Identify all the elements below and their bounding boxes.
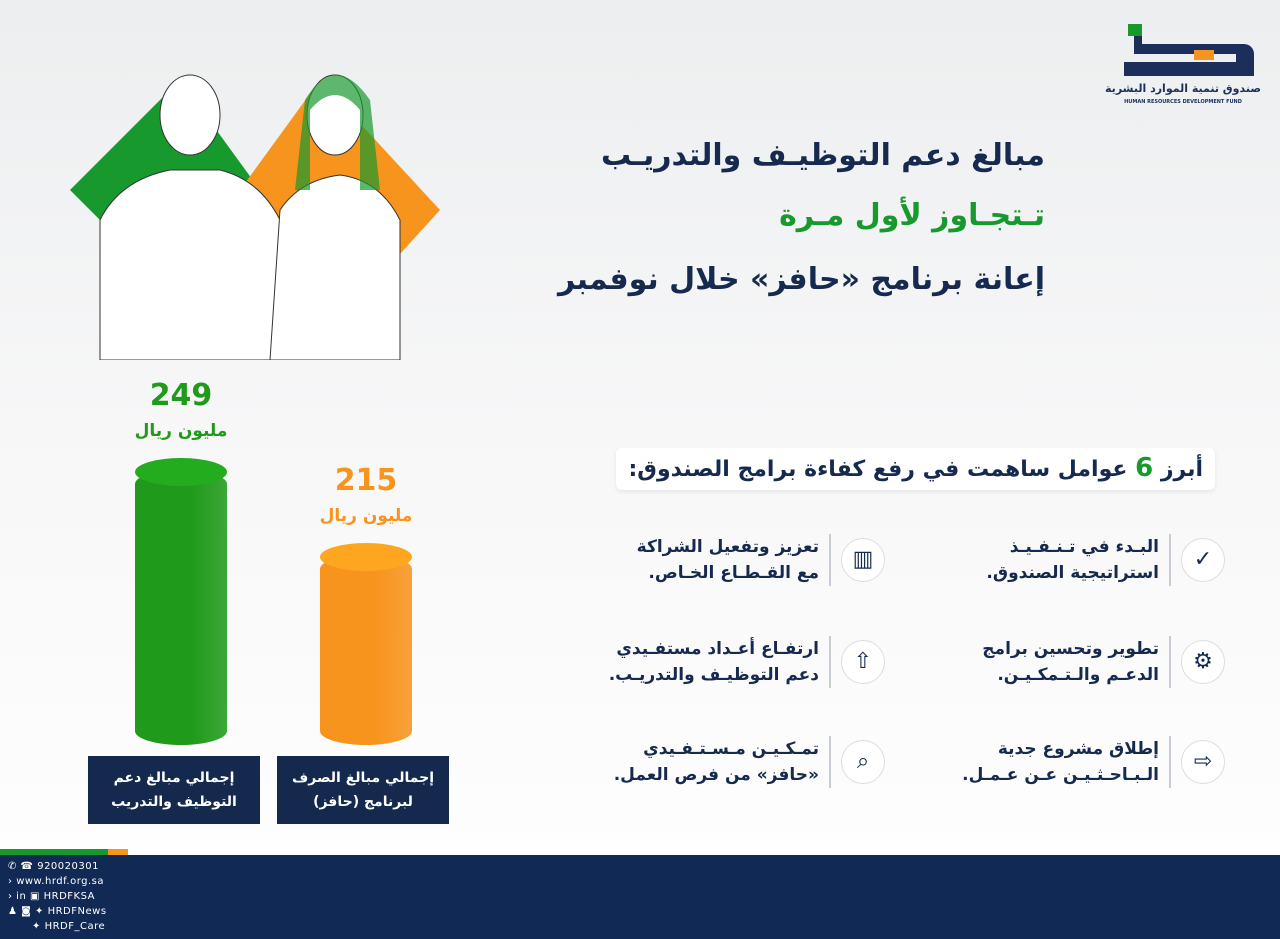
factors-heading-pre: أبرز bbox=[1160, 457, 1203, 482]
divider bbox=[1169, 736, 1171, 788]
title-line-2: تـتجـاوز لأول مـرة bbox=[779, 198, 1045, 233]
hrdf-logo bbox=[1124, 24, 1254, 76]
handle-hrdfnews[interactable]: HRDFNews bbox=[47, 906, 107, 917]
factors-heading: أبرز 6 عوامل ساهمت في رفع كفاءة برامج ال… bbox=[616, 448, 1215, 490]
bar-0 bbox=[135, 470, 227, 745]
handle-hrdfcare[interactable]: HRDF_Care bbox=[44, 921, 106, 932]
phone-number: 920020301 bbox=[37, 861, 99, 872]
divider bbox=[829, 636, 831, 688]
arrow-right-icon: ⇨ bbox=[1181, 740, 1225, 784]
buildings-icon: ▥ bbox=[841, 538, 885, 582]
factors-count: 6 bbox=[1135, 453, 1154, 483]
website-link[interactable]: www.hrdf.org.sa bbox=[16, 876, 104, 887]
category-label-1: إجمالي مبالغ الصرف لبرنامج (حافز) bbox=[277, 756, 449, 824]
divider bbox=[829, 736, 831, 788]
handle-hrdfksa[interactable]: HRDFKSA bbox=[43, 891, 95, 902]
bar-top-1 bbox=[320, 543, 412, 571]
social-row-2: ♟ ◙ ✦ HRDFNews bbox=[8, 905, 107, 918]
logo-english: HUMAN RESOURCES DEVELOPMENT FUND bbox=[1124, 99, 1242, 105]
factor-item: ✓ البـدء في تـنـفـيـذ استراتيجية الصندوق… bbox=[900, 530, 1225, 590]
factor-text: إطلاق مشروع جدية الـبـاحـثـيـن عـن عـمـل… bbox=[962, 739, 1159, 785]
unit-label-0: مليون ريال bbox=[134, 421, 228, 441]
factor-item: ⚙ تطوير وتحسين برامج الدعـم والـتـمكـيـن… bbox=[900, 632, 1225, 692]
divider bbox=[1169, 534, 1171, 586]
check-circle-icon: ✓ bbox=[1181, 538, 1225, 582]
title-line-3: إعانة برنامج «حافز» خلال نوفمبر bbox=[557, 262, 1045, 297]
phone-row: ✆ ☎ 920020301 bbox=[8, 860, 99, 873]
factor-text: تمـكـيـن مـسـتـفـيدي «حافز» من فرص العمل… bbox=[613, 739, 819, 785]
factor-text: تعزيز وتفعيل الشراكة مع القـطـاع الخـاص. bbox=[636, 537, 819, 583]
linkedin-youtube-icon: › in ▣ bbox=[8, 891, 44, 902]
logo-arabic: صندوق تنمية الموارد البشرية bbox=[1105, 82, 1261, 95]
footer-stripe-green bbox=[0, 849, 110, 855]
divider bbox=[829, 534, 831, 586]
factor-item: ⇧ ارتفـاع أعـداد مستفـيدي دعم التوظيـف و… bbox=[555, 632, 885, 692]
factors-heading-post: عوامل ساهمت في رفع كفاءة برامج الصندوق: bbox=[628, 457, 1128, 482]
divider bbox=[1169, 636, 1171, 688]
gears-icon: ⚙ bbox=[1181, 640, 1225, 684]
upload-arrow-icon: ⇧ bbox=[841, 640, 885, 684]
footer: ✆ ☎ 920020301 › www.hrdf.org.sa › in ▣ H… bbox=[0, 855, 1280, 939]
social-row-1: › in ▣ HRDFKSA bbox=[8, 890, 95, 903]
value-label-1: 215 bbox=[334, 463, 398, 498]
factor-item: ▥ تعزيز وتفعيل الشراكة مع القـطـاع الخـا… bbox=[555, 530, 885, 590]
chevron-icon: › bbox=[8, 876, 17, 887]
magnifier-icon: ⌕ bbox=[841, 740, 885, 784]
factor-item: ⇨ إطلاق مشروع جدية الـبـاحـثـيـن عـن عـم… bbox=[900, 732, 1225, 792]
website-row[interactable]: › www.hrdf.org.sa bbox=[8, 875, 104, 888]
title-line-1: مبالغ دعم التوظيـف والتدريـب bbox=[601, 138, 1045, 173]
value-label-0: 249 bbox=[149, 378, 213, 413]
phone-icon: ✆ ☎ bbox=[8, 861, 38, 872]
bar-top-0 bbox=[135, 458, 227, 486]
bar-chart: 249 مليون ريال إجمالي مبالغ دعم التوظيف وا… bbox=[80, 378, 470, 840]
people-illustration bbox=[70, 74, 440, 360]
factor-item: ⌕ تمـكـيـن مـسـتـفـيدي «حافز» من فرص الع… bbox=[555, 732, 885, 792]
social-row-3: ✦ HRDF_Care bbox=[32, 920, 105, 933]
factor-text: تطوير وتحسين برامج الدعـم والـتـمكـيـن. bbox=[982, 639, 1159, 685]
snapchat-instagram-twitter-icon: ♟ ◙ ✦ bbox=[8, 906, 48, 917]
unit-label-1: مليون ريال bbox=[319, 506, 413, 526]
category-label-0: إجمالي مبالغ دعم التوظيف والتدريب bbox=[88, 756, 260, 824]
bar-1 bbox=[320, 555, 412, 745]
twitter-icon: ✦ bbox=[32, 921, 45, 932]
factor-text: البـدء في تـنـفـيـذ استراتيجية الصندوق. bbox=[986, 537, 1159, 583]
factor-text: ارتفـاع أعـداد مستفـيدي دعم التوظيـف وال… bbox=[608, 639, 819, 685]
